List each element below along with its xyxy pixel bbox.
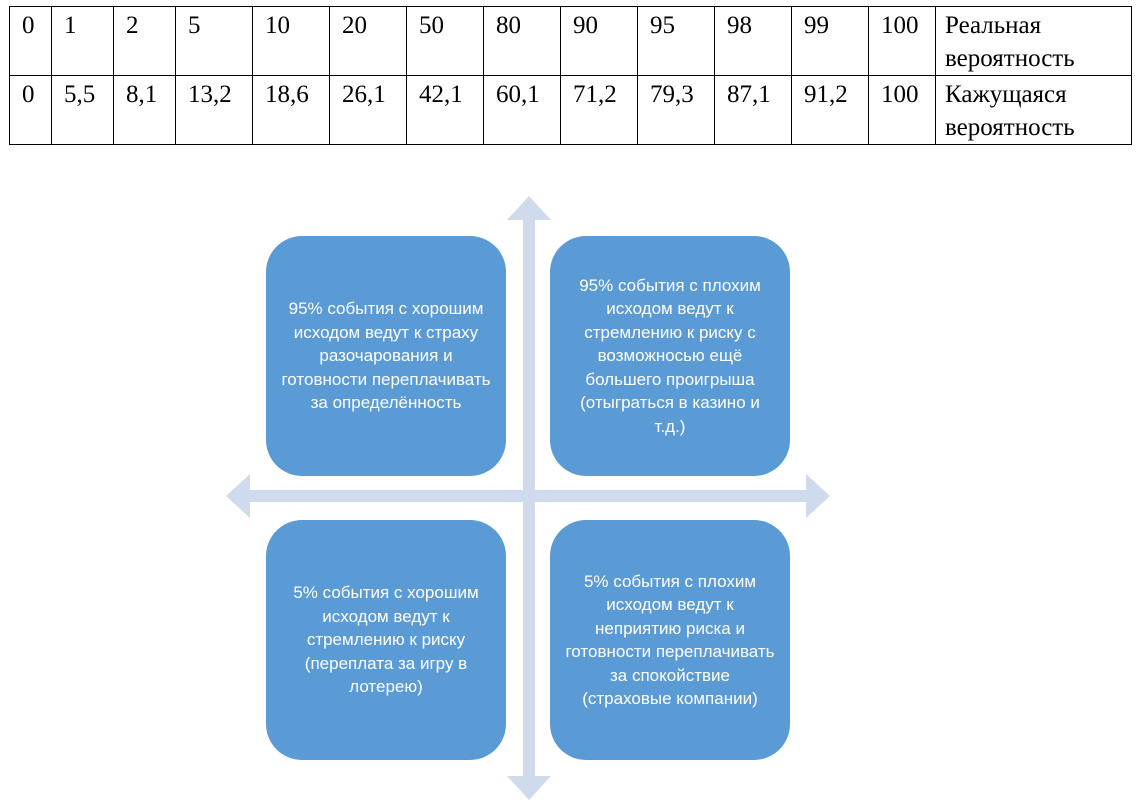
table-cell: 20	[329, 6, 407, 76]
quadrant-top-left: 95% события с хорошим исходом ведут к ст…	[266, 236, 506, 476]
quadrant-bottom-left: 5% события с хорошим исходом ведут к стр…	[266, 520, 506, 760]
table-cell: 10	[252, 6, 330, 76]
table-cell: 98	[714, 6, 792, 76]
table-cell: 42,1	[406, 75, 484, 145]
table-cell: 13,2	[175, 75, 253, 145]
table-cell: 2	[113, 6, 176, 76]
quadrant-bottom-right-text: 5% события с плохим исходом ведут к непр…	[565, 571, 775, 709]
table-cell: 1	[51, 6, 114, 76]
table-cell: 0	[9, 6, 52, 76]
row-label-perceived-probability: Кажущаяся вероятность	[935, 75, 1132, 145]
table-cell: 91,2	[791, 75, 869, 145]
table-cell: 95	[637, 6, 715, 76]
horizontal-axis-arrow	[226, 474, 830, 518]
row-label-real-probability: Реальная вероятность	[935, 6, 1132, 76]
quadrant-bottom-left-text: 5% события с хорошим исходом ведут к стр…	[293, 583, 479, 697]
quadrant-bottom-right: 5% события с плохим исходом ведут к непр…	[550, 520, 790, 760]
quadrant-top-right: 95% события с плохим исходом ведут к стр…	[550, 236, 790, 476]
table-cell: 26,1	[329, 75, 407, 145]
probability-table: 0 1 2 5 10 20 50 80 90 95 98 99 100 Реал…	[9, 6, 1132, 145]
table-cell: 80	[483, 6, 561, 76]
table-cell: 0	[9, 75, 52, 145]
table-cell: 5,5	[51, 75, 114, 145]
vertical-axis-arrow	[507, 196, 551, 800]
table-cell: 50	[406, 6, 484, 76]
table-cell: 99	[791, 6, 869, 76]
table-cell: 60,1	[483, 75, 561, 145]
quadrant-top-right-text: 95% события с плохим исходом ведут к стр…	[579, 275, 761, 436]
table-cell: 100	[868, 75, 936, 145]
table-cell: 18,6	[252, 75, 330, 145]
table-cell: 79,3	[637, 75, 715, 145]
table-row-real: 0 1 2 5 10 20 50 80 90 95 98 99 100 Реал…	[9, 6, 1132, 76]
quadrant-top-left-text: 95% события с хорошим исходом ведут к ст…	[281, 299, 491, 413]
table-cell: 100	[868, 6, 936, 76]
table-cell: 90	[560, 6, 638, 76]
table-cell: 5	[175, 6, 253, 76]
table-cell: 8,1	[113, 75, 176, 145]
table-row-perceived: 0 5,5 8,1 13,2 18,6 26,1 42,1 60,1 71,2 …	[9, 75, 1132, 145]
table-cell: 87,1	[714, 75, 792, 145]
table-cell: 71,2	[560, 75, 638, 145]
